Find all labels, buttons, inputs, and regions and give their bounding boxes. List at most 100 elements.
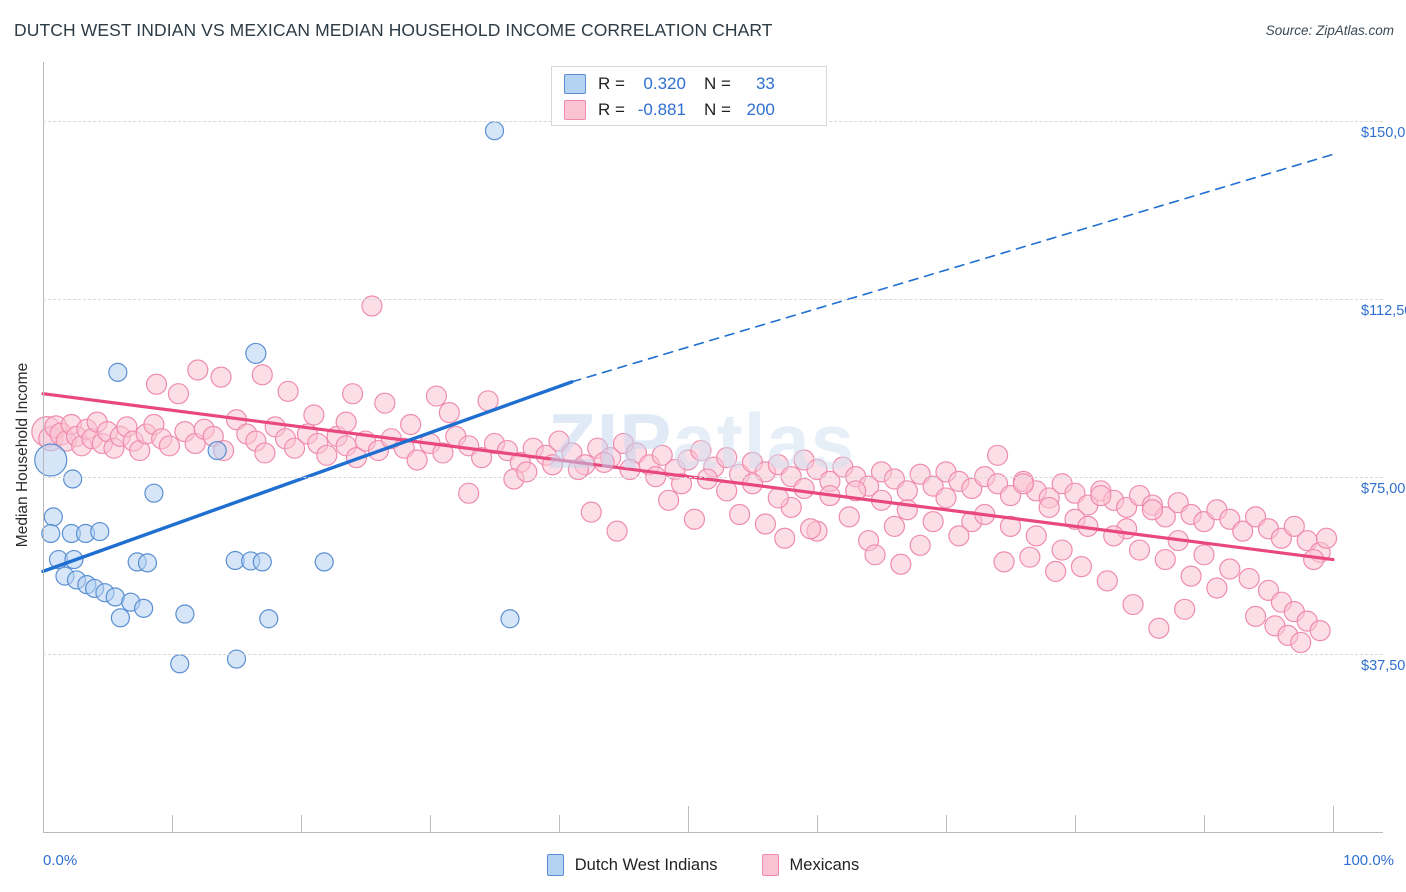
scatter-point-mexican [210, 366, 232, 388]
scatter-point-mexican [1096, 570, 1118, 592]
page-title: DUTCH WEST INDIAN VS MEXICAN MEDIAN HOUS… [14, 20, 773, 40]
stats-r-label-mexican: R = [598, 100, 625, 119]
scatter-point-mexican [425, 385, 448, 407]
scatter-point-mexican [1051, 539, 1073, 561]
scatter-point-mexican [793, 477, 815, 500]
gridline [43, 476, 1383, 478]
scatter-point-mexican [1141, 499, 1164, 521]
scatter-point-mexican [690, 439, 712, 462]
scatter-point-mexican [374, 392, 396, 414]
stats-row-dutch: R = 0.320 N = 33 [552, 71, 826, 97]
scatter-point-mexican [1070, 556, 1093, 578]
scatter-point-mexican [890, 553, 912, 575]
scatter-point-dutch [207, 440, 227, 461]
series-legend: Dutch West Indians Mexicans [0, 848, 1406, 882]
x-axis-max-label: 100.0% [1343, 852, 1394, 869]
scatter-point-mexican [606, 520, 628, 542]
scatter-point-mexican [158, 435, 181, 457]
scatter-point-mexican [1038, 496, 1060, 519]
scatter-point-mexican [277, 380, 299, 402]
scatter-point-mexican [1148, 617, 1170, 639]
scatter-point-dutch [170, 654, 190, 674]
stats-r-label-dutch: R = [598, 74, 625, 93]
source-attribution: Source: ZipAtlas.com [1265, 23, 1394, 38]
series-legend-item-mexican[interactable]: Mexicans [761, 854, 859, 876]
scatter-point-mexican [1122, 593, 1144, 616]
stats-n-value-mexican: 200 [746, 100, 775, 119]
scatter-point-mexican [1290, 631, 1312, 654]
scatter-point-dutch [34, 443, 68, 477]
scatter-point-mexican [335, 411, 357, 433]
scatter-point-mexican [254, 442, 276, 464]
scatter-point-mexican [438, 402, 460, 424]
y-axis-tick-label: $150,000 [1361, 125, 1406, 142]
series-swatch-dutch [546, 854, 564, 876]
y-axis-tick-label: $37,500 [1361, 658, 1406, 675]
stats-n-label-dutch: N = [703, 74, 731, 93]
scatter-point-mexican [1154, 548, 1176, 571]
scatter-point-mexican [1238, 567, 1260, 590]
scatter-point-mexican [400, 413, 422, 436]
scatter-point-mexican [774, 527, 796, 549]
y-axis-title: Median Household Income [10, 330, 36, 580]
scatter-point-dutch [90, 521, 110, 542]
scatter-point-mexican [1219, 558, 1241, 580]
x-axis-tick [559, 815, 560, 833]
x-axis-tick [430, 815, 431, 833]
scatter-point-mexican [361, 295, 383, 317]
scatter-point-mexican [1232, 520, 1254, 542]
stats-swatch-dutch [564, 74, 586, 94]
scatter-point-dutch [43, 507, 63, 527]
scatter-point-mexican [580, 501, 602, 523]
scatter-point-dutch [245, 342, 267, 365]
x-axis-tick [688, 806, 689, 833]
scatter-point-mexican [342, 383, 364, 405]
scatter-point-dutch [175, 604, 195, 624]
scatter-point-mexican [1244, 605, 1267, 628]
scatter-point-mexican [1090, 484, 1112, 507]
scatter-point-mexican [406, 449, 428, 471]
scatter-point-mexican [1025, 525, 1047, 547]
stats-r-value-dutch: 0.320 [643, 74, 686, 93]
scatter-point-dutch [252, 552, 272, 572]
scatter-point-mexican [1128, 539, 1151, 561]
y-axis-tick-label: $112,500 [1361, 302, 1406, 319]
scatter-point-mexican [1045, 560, 1067, 582]
scatter-point-mexican [651, 444, 673, 466]
scatter-point-mexican [1180, 565, 1202, 587]
scatter-point-mexican [1206, 577, 1228, 599]
scatter-point-mexican [283, 437, 306, 459]
stats-swatch-mexican [564, 100, 586, 120]
x-axis-tick [1333, 806, 1334, 833]
scatter-point-mexican [471, 447, 493, 469]
scatter-point-dutch [314, 552, 334, 572]
x-axis-min-label: 0.0% [43, 852, 78, 869]
plot-area [31, 62, 1338, 832]
scatter-point-mexican [838, 506, 860, 528]
scatter-point-mexican [754, 513, 777, 535]
scatter-point-dutch [500, 609, 520, 629]
scatter-point-mexican [1309, 620, 1331, 642]
scatter-point-dutch [137, 553, 158, 573]
scatter-point-mexican [1174, 598, 1196, 620]
plot-svg [31, 121, 1338, 674]
stats-n-value-dutch: 33 [755, 74, 775, 93]
scatter-point-mexican [883, 515, 906, 537]
scatter-point-dutch [226, 649, 247, 669]
scatter-point-mexican [728, 503, 751, 526]
scatter-point-dutch [484, 121, 505, 141]
series-legend-item-dutch[interactable]: Dutch West Indians [546, 854, 718, 876]
scatter-point-mexican [986, 444, 1009, 466]
y-axis-tick-label: $75,000 [1361, 480, 1406, 497]
scatter-point-mexican [1019, 546, 1041, 568]
stats-row-mexican: R = -0.881 N = 200 [552, 97, 826, 123]
scatter-point-dutch [63, 469, 83, 489]
x-axis-tick [817, 815, 818, 833]
scatter-point-mexican [767, 487, 789, 509]
scatter-point-mexican [1283, 515, 1305, 537]
x-axis-tick [1075, 815, 1076, 833]
scatter-point-mexican [909, 534, 931, 556]
x-axis-tick [172, 815, 173, 833]
scatter-point-mexican [516, 461, 538, 483]
scatter-point-mexican [948, 525, 970, 547]
